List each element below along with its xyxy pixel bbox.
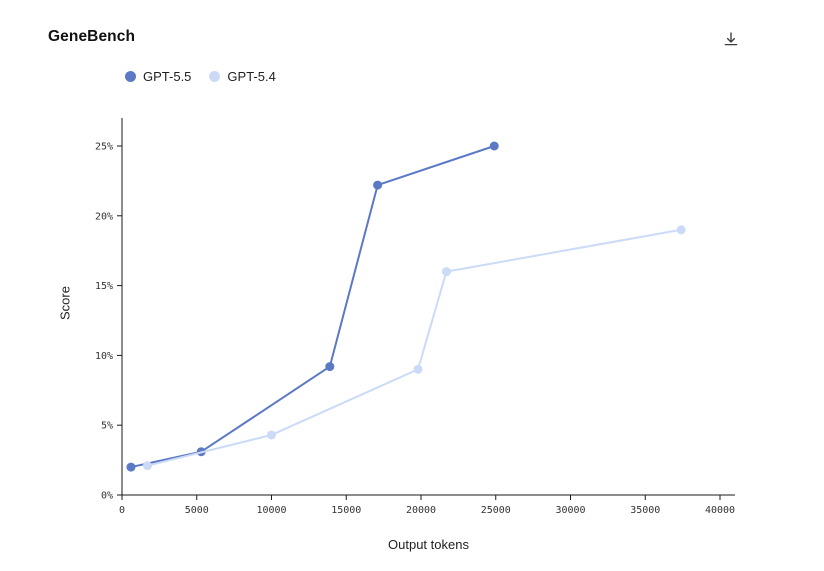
- series-point-GPT-5.4[interactable]: [142, 461, 152, 471]
- series-point-GPT-5.4[interactable]: [676, 225, 686, 235]
- legend-label-gpt-5-5: GPT-5.5: [143, 69, 192, 84]
- x-tick-label: 15000: [331, 505, 361, 516]
- series-point-GPT-5.5[interactable]: [373, 180, 383, 190]
- chart-legend: GPT-5.5 GPT-5.4: [125, 69, 276, 84]
- x-tick-label: 10000: [256, 505, 286, 516]
- y-axis-label: Score: [57, 286, 73, 320]
- x-tick-label: 5000: [185, 505, 209, 516]
- legend-dot-gpt-5-4: [209, 71, 221, 82]
- series-point-GPT-5.4[interactable]: [267, 430, 276, 440]
- x-tick-label: 25000: [481, 505, 511, 516]
- y-tick-label: 5%: [101, 421, 113, 432]
- series-point-GPT-5.5[interactable]: [489, 141, 499, 151]
- y-tick-label: 25%: [95, 142, 113, 153]
- series-point-GPT-5.5[interactable]: [126, 462, 136, 472]
- series-point-GPT-5.4[interactable]: [413, 364, 423, 374]
- page-title: GeneBench: [48, 28, 136, 45]
- y-tick-label: 15%: [95, 281, 113, 292]
- line-chart: 0% 5% 10% 15% 20% 25% 0 5000 10000 15000 20000 2500…: [95, 118, 735, 516]
- x-tick-label: 30000: [555, 505, 585, 516]
- series-line-GPT-5.5: [130, 145, 495, 469]
- x-tick-label: 35000: [630, 505, 660, 516]
- series-point-GPT-5.4[interactable]: [441, 267, 451, 277]
- x-tick-label: 0: [119, 505, 125, 516]
- series-line-GPT-5.4: [147, 228, 682, 467]
- y-tick-label: 0%: [101, 491, 113, 502]
- series-point-GPT-5.5[interactable]: [325, 362, 335, 372]
- x-tick-label: 20000: [406, 505, 436, 516]
- download-button[interactable]: [716, 24, 746, 54]
- y-tick-label: 20%: [95, 211, 113, 222]
- download-icon: [724, 32, 738, 46]
- y-tick-label: 10%: [95, 351, 113, 362]
- legend-item-gpt-5-4[interactable]: GPT-5.4: [209, 69, 276, 84]
- legend-label-gpt-5-4: GPT-5.4: [227, 69, 276, 84]
- legend-dot-gpt-5-5: [125, 71, 136, 82]
- legend-item-gpt-5-5[interactable]: GPT-5.5: [125, 69, 191, 84]
- x-axis-label: Output tokens: [388, 537, 469, 552]
- x-tick-label: 40000: [705, 505, 735, 516]
